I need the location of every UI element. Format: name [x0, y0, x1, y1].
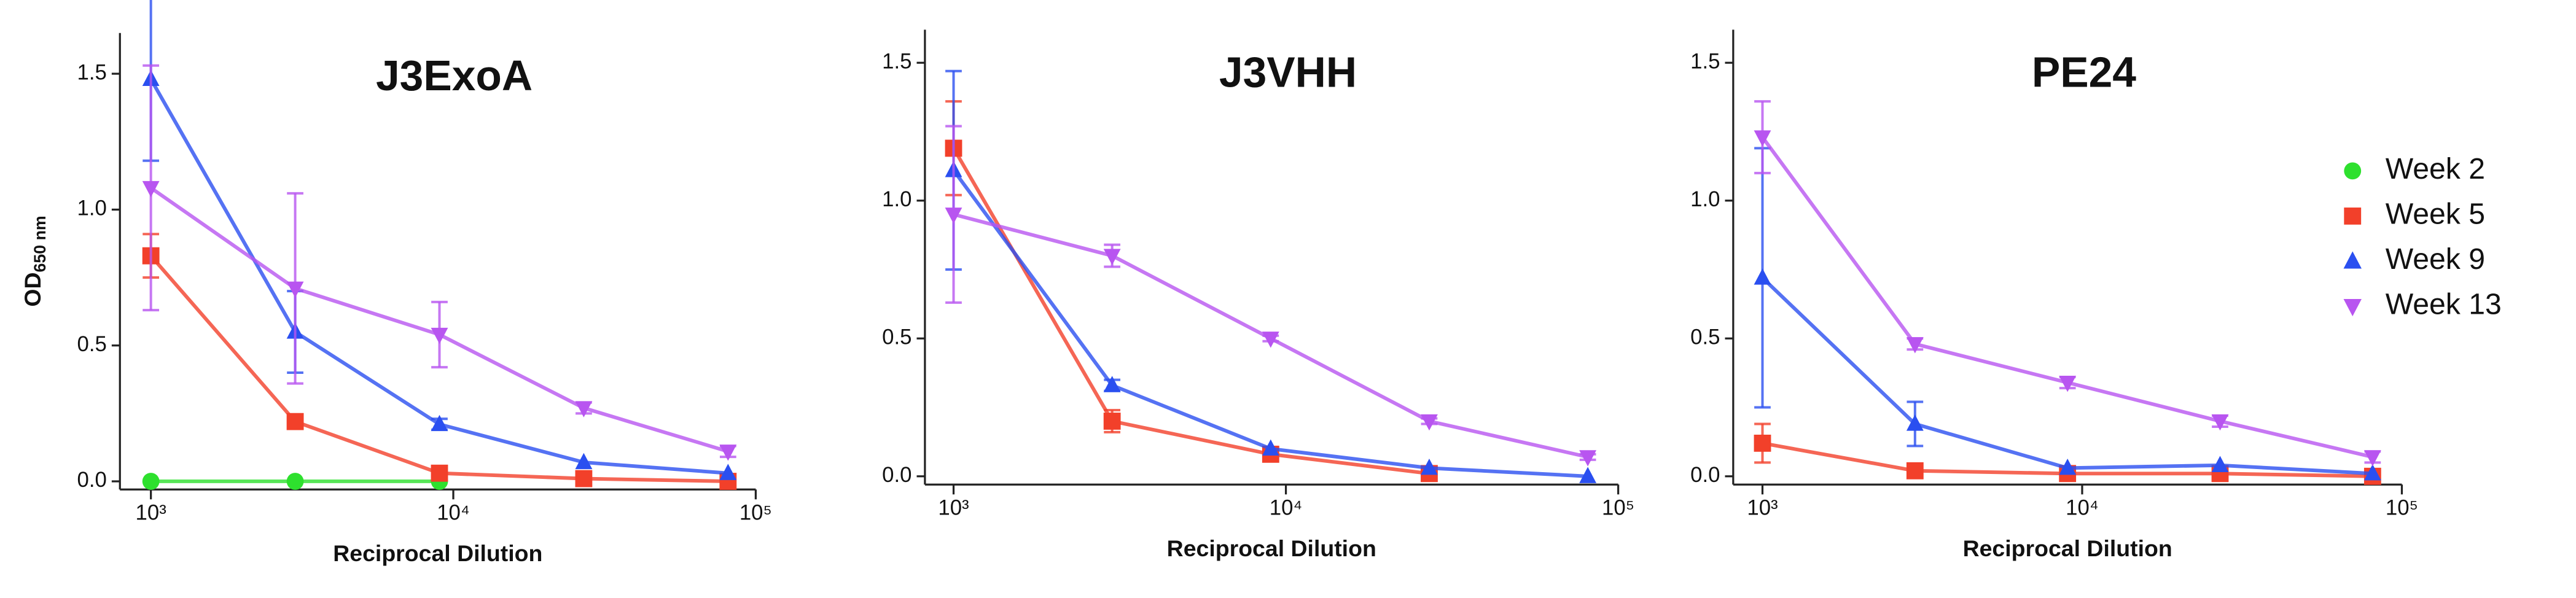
marker	[142, 181, 160, 198]
y-tick-label: 0.5	[77, 333, 107, 356]
series-line	[149, 78, 728, 475]
panel: 0.0 0.5 1.0 1.5 10³ 10⁴ 10⁵ J3VHH Reciprocal Dil…	[882, 29, 1634, 561]
marker	[575, 452, 593, 470]
x-tick-label: 10⁴	[2066, 497, 2099, 520]
x-axis-label: Reciprocal Dilution	[1167, 535, 1376, 561]
legend-label: Week 5	[2386, 198, 2485, 231]
marker	[2211, 414, 2229, 431]
series-line	[1761, 136, 2373, 459]
x-tick-label: 10⁵	[740, 502, 772, 525]
y-tick-label: 0.5	[1690, 325, 1720, 349]
marker	[1754, 434, 1771, 452]
y-tick-label: 0.0	[1690, 464, 1720, 487]
x-tick-label: 10³	[938, 497, 969, 520]
series-line	[952, 169, 1588, 478]
marker	[1754, 130, 1771, 147]
marker	[1103, 376, 1121, 392]
chart-title: PE24	[2032, 49, 2136, 96]
legend: Week 2 Week 5 Week 9 Week 13	[2343, 152, 2502, 321]
chart-title: J3VHH	[1219, 49, 1357, 96]
y-axis-label: OD650 nm	[20, 216, 49, 306]
marker	[575, 401, 593, 417]
y-tick-label: 1.5	[882, 50, 911, 73]
y-tick-label: 1.0	[77, 197, 107, 220]
marker	[2059, 375, 2077, 392]
y-tick-label: 0.0	[882, 464, 911, 487]
legend-label: Week 2	[2386, 152, 2485, 185]
panel: 0.0 0.5 1.0 1.5 10³ 10⁴ 10⁵ J3ExoA Reciprocal Di…	[20, 0, 772, 566]
marker	[431, 464, 448, 482]
legend-marker	[2344, 162, 2362, 180]
y-tick-label: 1.0	[1690, 188, 1720, 211]
marker	[1906, 462, 1924, 480]
marker	[2059, 459, 2077, 475]
legend-label: Week 9	[2386, 243, 2485, 276]
x-tick-label: 10⁴	[1270, 497, 1303, 520]
marker	[719, 445, 737, 461]
marker	[1421, 459, 1438, 475]
chart-title: J3ExoA	[376, 52, 533, 99]
x-axis-label: Reciprocal Dilution	[1963, 535, 2172, 561]
series-line	[1761, 276, 2373, 476]
marker	[1906, 337, 1924, 354]
panel: 0.0 0.5 1.0 1.5 10³ 10⁴ 10⁵ PE24 Reciprocal Dilu…	[1690, 29, 2418, 561]
legend-marker	[2344, 208, 2362, 225]
marker	[2363, 450, 2381, 467]
x-axis-label: Reciprocal Dilution	[333, 540, 542, 566]
legend-label: Week 13	[2386, 288, 2502, 321]
marker	[945, 208, 962, 224]
y-axis-label-main: OD	[20, 272, 45, 306]
legend-marker	[2343, 251, 2362, 269]
marker	[1103, 413, 1121, 430]
y-tick-label: 1.5	[1690, 50, 1720, 73]
y-tick-label: 0.5	[882, 325, 911, 349]
marker	[1906, 414, 1924, 431]
series-line	[951, 147, 1430, 476]
marker	[1579, 467, 1597, 483]
marker	[286, 281, 304, 298]
marker	[431, 414, 448, 432]
marker	[1421, 414, 1438, 431]
marker	[1103, 249, 1121, 265]
marker	[286, 473, 304, 490]
x-tick-label: 10⁴	[437, 502, 470, 525]
marker	[142, 473, 160, 490]
y-tick-label: 0.0	[77, 468, 107, 492]
marker	[2363, 464, 2381, 481]
marker	[575, 470, 593, 487]
y-tick-label: 1.0	[882, 188, 911, 211]
marker	[1262, 439, 1279, 456]
x-tick-label: 10³	[1747, 497, 1778, 520]
marker	[2211, 456, 2229, 472]
series-line	[149, 254, 728, 483]
x-tick-label: 10³	[136, 502, 166, 525]
y-axis-label-sub: 650 nm	[31, 216, 49, 272]
y-tick-label: 1.5	[77, 61, 107, 84]
marker	[1262, 332, 1279, 348]
marker	[286, 413, 304, 430]
marker	[1754, 268, 1771, 285]
marker	[1579, 450, 1597, 467]
legend-marker	[2343, 299, 2362, 317]
marker	[719, 464, 737, 480]
marker	[431, 327, 448, 344]
x-tick-label: 10⁵	[1602, 497, 1634, 520]
x-tick-label: 10⁵	[2386, 497, 2418, 520]
